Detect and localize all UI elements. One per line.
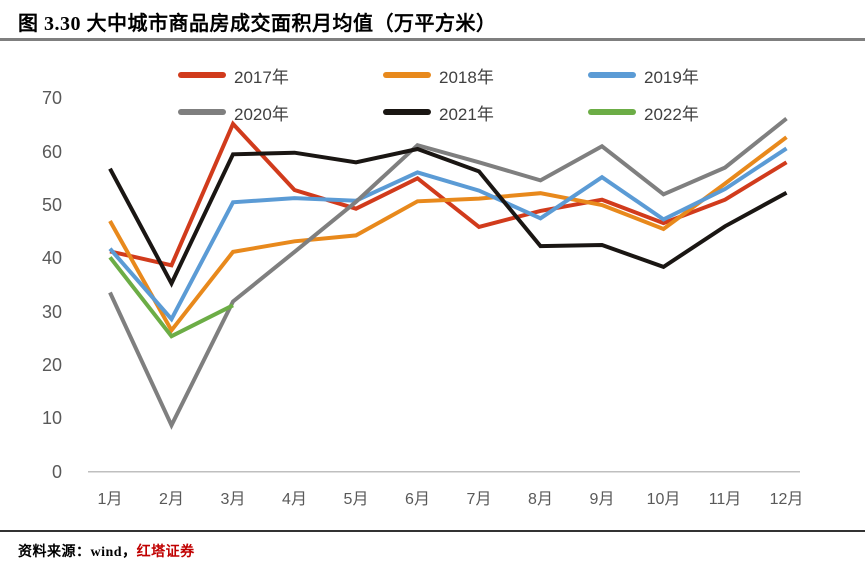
legend-label: 2020年 xyxy=(234,104,289,124)
source-note: 资料来源：wind，红塔证券 xyxy=(18,541,195,561)
x-tick-label: 3月 xyxy=(220,491,246,508)
x-tick-label: 5月 xyxy=(343,491,369,508)
y-tick-label: 0 xyxy=(51,461,62,482)
series-line-2018 xyxy=(108,135,788,334)
y-tick-label: 60 xyxy=(41,141,62,162)
y-tick-label: 20 xyxy=(41,355,62,375)
x-tick-label: 11月 xyxy=(708,491,742,508)
x-tick-label: 7月 xyxy=(466,491,492,508)
x-tick-label: 4月 xyxy=(282,491,307,508)
series-line-2019 xyxy=(108,146,788,323)
legend-label: 2019年 xyxy=(644,67,699,87)
x-tick-label: 1月 xyxy=(97,491,123,508)
legend-item-2017: 2017年 xyxy=(178,64,383,87)
legend-line-swatch xyxy=(588,109,636,115)
x-tick-label: 9月 xyxy=(589,491,615,508)
legend-item-2018: 2018年 xyxy=(383,64,588,87)
legend-label: 2021年 xyxy=(439,104,494,124)
x-tick-label: 12月 xyxy=(769,491,804,508)
x-tick-label: 8月 xyxy=(528,491,553,508)
y-tick-label: 70 xyxy=(41,88,62,109)
chart-legend: 2017年 2018年 2019年 2020年 2021年 2022年 xyxy=(178,64,793,124)
legend-item-2019: 2019年 xyxy=(588,64,793,87)
footer-divider xyxy=(0,530,865,532)
source-note-publisher: 红塔证券 xyxy=(136,545,195,560)
x-tick-label: 10月 xyxy=(646,491,681,508)
legend-label: 2018年 xyxy=(439,67,494,87)
x-tick-label: 6月 xyxy=(405,491,430,508)
series-line-2020 xyxy=(108,117,788,430)
legend-label: 2017年 xyxy=(234,67,289,87)
legend-line-swatch xyxy=(383,72,431,78)
x-tick-label: 2月 xyxy=(159,491,184,508)
legend-line-swatch xyxy=(588,72,636,78)
y-tick-label: 40 xyxy=(41,248,62,269)
title-divider xyxy=(0,38,865,41)
y-tick-label: 50 xyxy=(41,194,62,215)
legend-item-2021: 2021年 xyxy=(383,101,588,124)
series-line-2021 xyxy=(108,146,788,288)
source-note-prefix: 资料来源：wind， xyxy=(18,545,137,560)
legend-item-2022: 2022年 xyxy=(588,101,793,124)
chart-title: 图 3.30 大中城市商品房成交面积月均值（万平方米） xyxy=(18,13,497,35)
legend-line-swatch xyxy=(383,109,431,115)
legend-line-swatch xyxy=(178,72,226,78)
legend-label: 2022年 xyxy=(644,104,699,124)
y-tick-label: 10 xyxy=(41,408,62,429)
legend-line-swatch xyxy=(178,109,226,115)
y-tick-label: 30 xyxy=(41,301,62,322)
series-line-2022 xyxy=(108,256,234,339)
legend-item-2020: 2020年 xyxy=(178,101,383,124)
